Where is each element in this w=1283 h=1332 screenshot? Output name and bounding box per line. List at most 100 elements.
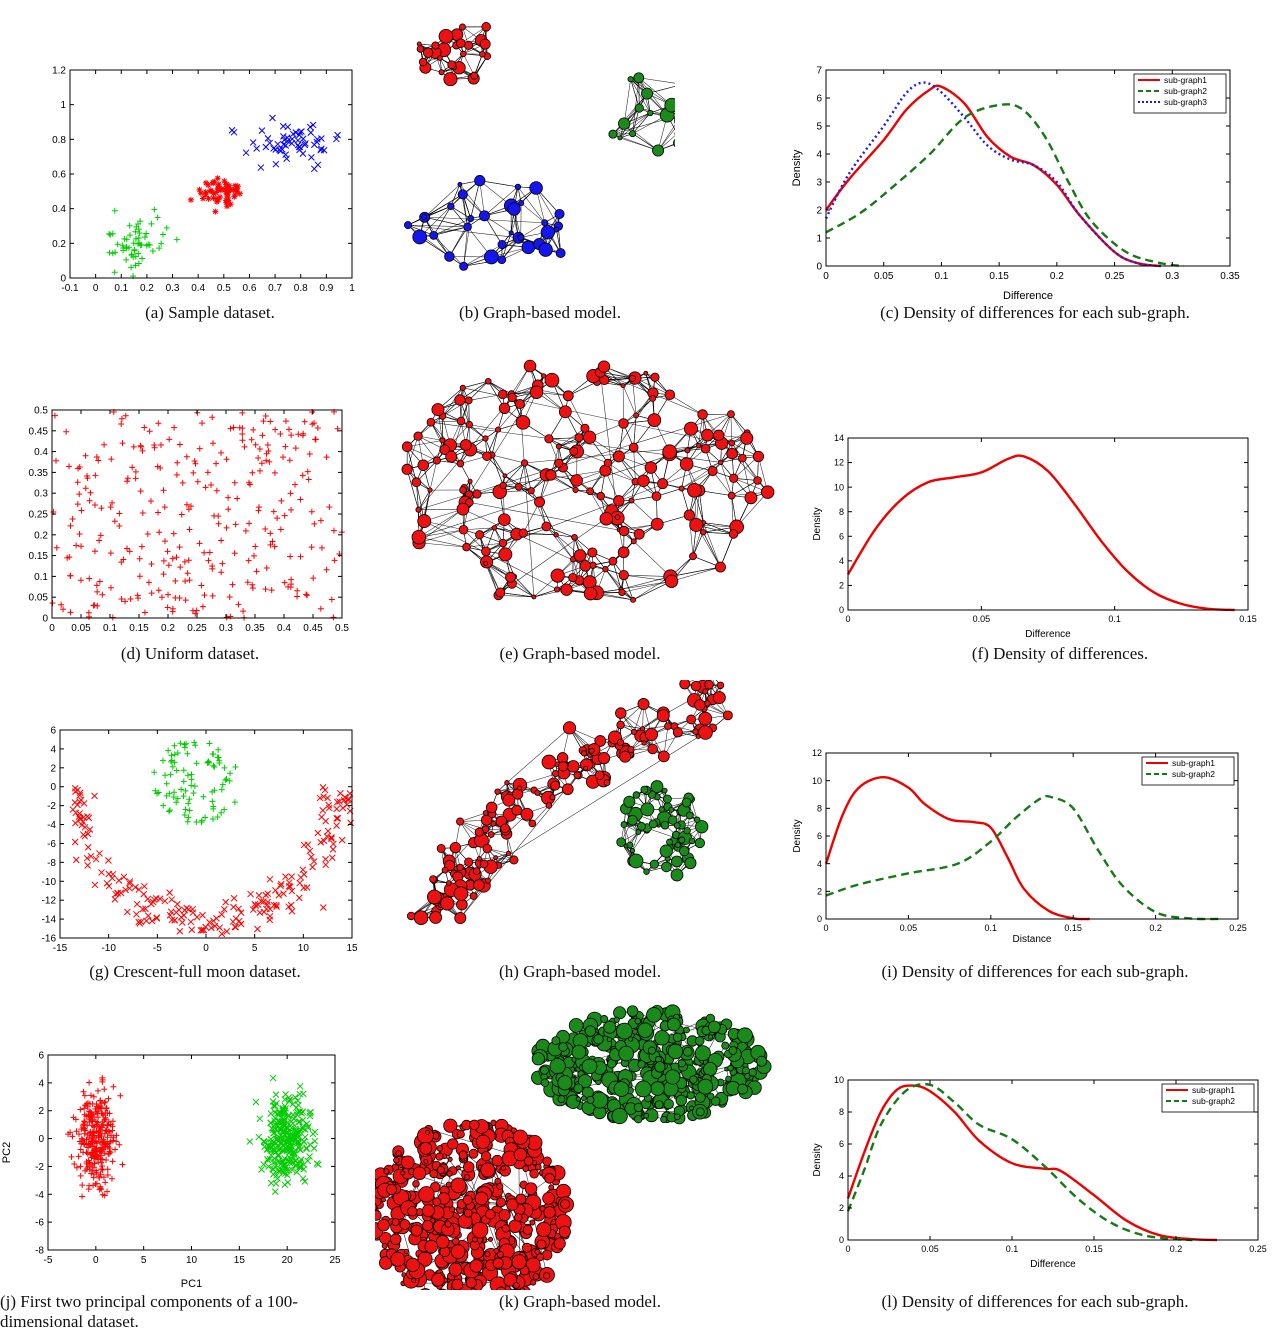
data-point xyxy=(206,549,213,556)
data-point xyxy=(174,795,181,802)
data-point xyxy=(227,770,234,777)
data-point xyxy=(209,816,216,823)
data-point xyxy=(154,214,161,221)
y-tick-label: 3 xyxy=(816,178,822,189)
data-point xyxy=(91,602,98,609)
data-point xyxy=(101,441,108,448)
data-point xyxy=(232,191,239,198)
graph-node xyxy=(752,450,765,463)
data-point xyxy=(212,208,219,215)
graph-node xyxy=(679,457,694,471)
graph-edge xyxy=(646,86,675,94)
y-tick-label: 6 xyxy=(816,94,822,105)
data-point xyxy=(186,526,193,533)
graph-node xyxy=(459,439,472,451)
graph-node xyxy=(697,409,708,420)
data-point xyxy=(160,557,167,564)
data-point xyxy=(271,469,278,476)
data-point xyxy=(269,114,276,122)
graph-edge xyxy=(619,93,648,139)
graph-node xyxy=(647,109,654,117)
y-axis-label: Density xyxy=(791,149,803,186)
graph-node xyxy=(457,181,463,187)
data-point xyxy=(131,246,138,253)
data-point xyxy=(69,806,77,813)
data-point xyxy=(107,584,114,591)
data-point xyxy=(178,786,185,793)
data-point xyxy=(84,813,91,820)
data-point xyxy=(171,751,178,758)
graph-edge xyxy=(417,435,438,461)
data-point xyxy=(225,187,232,194)
data-point xyxy=(166,790,173,797)
data-point xyxy=(185,814,192,821)
data-point xyxy=(176,594,183,601)
data-point xyxy=(94,602,101,609)
data-point xyxy=(146,428,153,435)
graph-node xyxy=(545,469,557,481)
graph-node xyxy=(630,596,637,603)
graph-node xyxy=(707,466,718,477)
data-point xyxy=(239,409,246,416)
graph-node xyxy=(470,71,479,80)
data-point xyxy=(199,603,206,610)
x-tick-label: 0.2 xyxy=(140,283,154,294)
legend-entry: sub-graph3 xyxy=(1164,97,1207,107)
data-point xyxy=(256,467,263,474)
data-point xyxy=(235,905,242,913)
data-point xyxy=(124,478,131,485)
data-point xyxy=(155,587,162,594)
data-point xyxy=(150,896,158,904)
data-point xyxy=(323,454,330,461)
graph-node xyxy=(643,370,649,376)
graph-node xyxy=(431,403,445,417)
data-point xyxy=(235,917,243,925)
data-point xyxy=(207,924,215,932)
data-point xyxy=(168,752,175,759)
graph-node xyxy=(760,485,775,499)
data-point xyxy=(199,911,206,919)
data-point xyxy=(288,576,295,583)
x-tick-label: 0.1 xyxy=(103,623,117,634)
data-point xyxy=(283,155,290,163)
y-tick-label: 0 xyxy=(50,782,56,793)
graph-node xyxy=(628,442,639,453)
data-point xyxy=(334,815,342,822)
data-point xyxy=(178,919,186,926)
graph-edge xyxy=(742,457,758,481)
data-point xyxy=(345,795,352,803)
graph-node xyxy=(445,450,458,463)
x-tick-label: 0.1 xyxy=(934,271,948,282)
data-point xyxy=(328,835,335,843)
data-point xyxy=(337,790,344,797)
y-tick-label: 4 xyxy=(50,744,56,755)
data-point xyxy=(151,769,158,776)
graph-edge xyxy=(406,436,419,470)
data-point xyxy=(177,740,184,747)
x-tick-label: 0.7 xyxy=(268,283,282,294)
legend-box xyxy=(1133,73,1227,114)
graph-node xyxy=(644,461,658,474)
data-point xyxy=(239,437,246,444)
data-point xyxy=(258,127,266,134)
data-point xyxy=(95,457,102,464)
data-point xyxy=(128,252,135,259)
graph-node xyxy=(411,529,427,545)
data-point xyxy=(180,778,187,785)
x-tick-label: 0.15 xyxy=(1239,614,1257,624)
graph-edge xyxy=(535,187,559,227)
graph-node xyxy=(515,399,525,409)
graph-edge xyxy=(459,821,486,830)
data-point xyxy=(158,594,165,601)
data-point xyxy=(262,891,270,899)
y-tick-label: 14 xyxy=(834,433,844,443)
data-point xyxy=(165,562,172,569)
data-point xyxy=(308,508,315,515)
data-point xyxy=(184,570,191,577)
x-tick-label: 0.35 xyxy=(245,623,265,634)
data-point xyxy=(190,790,197,797)
data-point xyxy=(285,879,293,886)
data-point xyxy=(225,494,232,501)
graph-node xyxy=(618,525,630,537)
data-point xyxy=(306,847,314,855)
